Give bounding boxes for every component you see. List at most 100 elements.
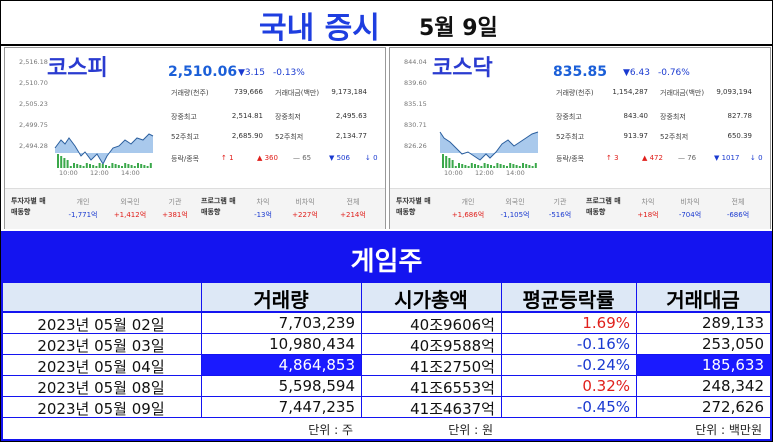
- value-cell: 7,447,235: [278, 398, 355, 416]
- unit-label: 단위 : 백만원: [695, 423, 762, 437]
- stat-value: 9,093,194: [716, 88, 752, 96]
- y-axis-label: 830.71: [404, 121, 427, 129]
- stat-label: 장중최고: [556, 113, 582, 121]
- x-axis-label: 14:00: [121, 169, 140, 177]
- value-cell: -0.45%: [576, 398, 630, 416]
- x-axis-label: 14:00: [506, 169, 525, 177]
- volume-bar: [499, 164, 502, 168]
- divider: [1, 44, 772, 46]
- date-cell: 2023년 05월 03일: [37, 337, 165, 355]
- group-item-label: 비차익: [680, 198, 700, 206]
- group-item-label: 차익: [641, 198, 655, 206]
- value-cell: 40조9606억: [410, 316, 495, 334]
- row-divider: [3, 333, 770, 334]
- y-axis-label: 844.04: [404, 58, 427, 66]
- y-axis-label: 839.60: [404, 79, 427, 87]
- volume-bar: [502, 165, 505, 168]
- volume-bar: [515, 165, 518, 168]
- unit-label: 단위 : 주: [308, 423, 353, 437]
- volume-bar: [534, 163, 537, 168]
- value-cell: 7,703,239: [278, 314, 355, 332]
- group-item-label: 외국인: [120, 198, 140, 206]
- stat-label: 장중최저: [660, 113, 686, 121]
- value-cell: 41조6553억: [410, 379, 495, 397]
- volume-bar: [105, 165, 107, 168]
- volume-bar: [114, 164, 117, 168]
- group-item-label: 전체: [731, 198, 745, 206]
- x-axis-label: 10:00: [59, 169, 78, 177]
- volume-bar: [454, 166, 457, 168]
- volume-bar: [512, 164, 515, 168]
- unit-label: 단위 : 원: [448, 423, 493, 437]
- value-cell: 10,980,434: [269, 335, 355, 353]
- column-header: 거래대금: [666, 288, 740, 312]
- value-cell: 1.69%: [582, 314, 630, 332]
- breadth-item: — 65: [293, 154, 312, 162]
- group-item-value: +381억: [162, 211, 188, 219]
- y-axis-label: 835.15: [404, 100, 427, 108]
- stat-value: 2,514.81: [231, 112, 263, 120]
- intraday-chart: [439, 131, 539, 168]
- stat-value: 739,666: [234, 88, 263, 96]
- y-axis-label: 2,510.70: [19, 79, 48, 87]
- volume-bar: [506, 166, 508, 168]
- volume-bar: [137, 163, 139, 168]
- x-axis-label: 12:00: [90, 169, 109, 177]
- volume-bar: [146, 166, 149, 168]
- value-cell: -0.16%: [576, 335, 630, 353]
- breadth-item: ↓ 0: [365, 154, 378, 162]
- stat-label: 거래량(천주): [556, 89, 594, 97]
- group-item-label: 개인: [461, 198, 475, 206]
- volume-bar: [108, 166, 111, 168]
- group-title: 투자자별 매매동향: [11, 197, 46, 216]
- stat-value: 827.78: [727, 112, 753, 120]
- breadth-item: — 76: [678, 154, 697, 162]
- value-cell: 289,133: [701, 314, 764, 332]
- volume-bar: [448, 158, 451, 168]
- breadth-item: ↑ 3: [606, 154, 619, 162]
- stat-value: 9,173,184: [331, 88, 367, 96]
- volume-bar: [121, 166, 123, 168]
- volume-bar: [117, 165, 120, 168]
- index-change-pct: -0.13%: [273, 68, 305, 78]
- volume-bar: [130, 165, 133, 168]
- group-item-value: +1,686억: [451, 211, 485, 219]
- x-axis-label: 10:00: [444, 169, 463, 177]
- header-row: [3, 283, 770, 313]
- date-cell: 2023년 05월 04일: [37, 358, 165, 376]
- value-cell: 272,626: [701, 398, 764, 416]
- stat-label: 거래대금(백만): [275, 89, 320, 97]
- column-header: 거래량: [253, 288, 309, 312]
- volume-bar: [531, 166, 534, 168]
- table-title-bar: [1, 231, 772, 283]
- group-item-value: -1,771억: [68, 211, 98, 219]
- volume-bar: [483, 163, 486, 168]
- y-axis-label: 2,499.75: [19, 121, 48, 129]
- date-cell: 2023년 05월 08일: [37, 379, 165, 397]
- volume-bar: [522, 163, 524, 168]
- volume-bar: [464, 165, 467, 168]
- volume-bar: [76, 164, 79, 168]
- volume-bar: [111, 163, 114, 168]
- volume-bar: [92, 165, 95, 168]
- stat-label: 52주최저: [275, 133, 304, 141]
- market-panel: 코스피 2,510.06 ▼3.15 -0.13% 2,516.18 2,510.70 2,…: [4, 47, 386, 229]
- volume-bar: [461, 164, 464, 168]
- volume-bar: [95, 166, 98, 168]
- column-header: 평균등락률: [522, 288, 615, 312]
- volume-bar: [442, 154, 444, 168]
- volume-bar: [493, 166, 496, 168]
- group-title: 프로그램 매매동향: [201, 197, 236, 216]
- volume-bar: [477, 165, 480, 168]
- group-item-value: +214억: [340, 211, 366, 219]
- group-item-value: -704억: [678, 211, 702, 219]
- group-item-label: 기관: [168, 198, 182, 206]
- intraday-chart: [54, 133, 154, 168]
- stat-label: 52주최고: [171, 133, 200, 141]
- group-item-value: +227억: [292, 211, 318, 219]
- volume-bar: [149, 163, 152, 168]
- group-item-value: -516억: [548, 211, 572, 219]
- y-axis-label: 2,494.28: [19, 142, 48, 150]
- value-cell: 185,633: [701, 356, 764, 374]
